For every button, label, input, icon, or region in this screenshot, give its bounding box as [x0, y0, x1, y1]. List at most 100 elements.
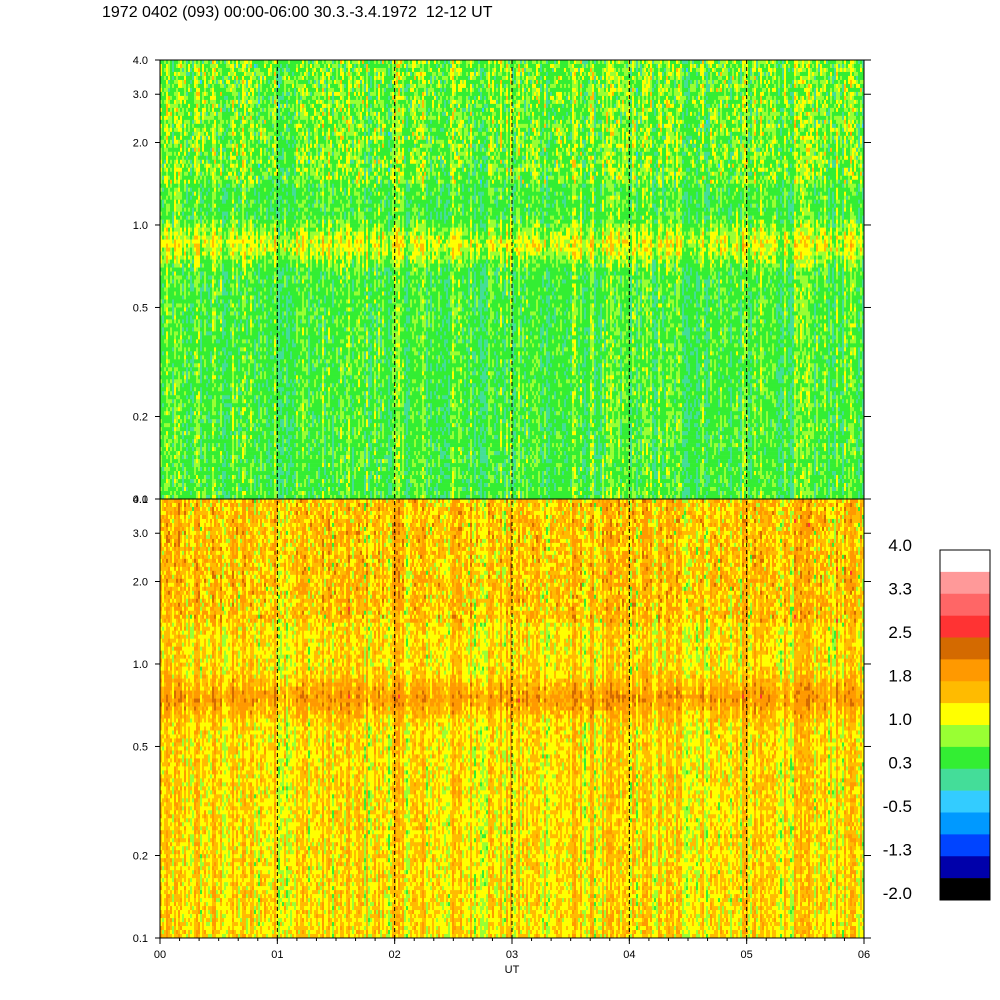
heatmap-cell	[522, 95, 525, 101]
heatmap-cell	[348, 103, 351, 109]
heatmap-cell	[660, 95, 667, 101]
heatmap-cell	[240, 127, 243, 133]
heatmap-cell	[594, 79, 597, 85]
heatmap-cell	[586, 87, 593, 93]
heatmap-cell	[676, 95, 681, 101]
heatmap-cell	[792, 131, 795, 137]
heatmap-cell	[648, 63, 651, 69]
heatmap-cell	[364, 115, 367, 121]
heatmap-cell	[468, 119, 471, 125]
heatmap-cell	[728, 103, 731, 109]
heatmap-cell	[272, 79, 275, 85]
heatmap-cell	[684, 115, 697, 121]
heatmap-cell	[752, 87, 755, 93]
heatmap-cell	[598, 87, 601, 93]
heatmap-cell	[768, 99, 771, 105]
heatmap-cell	[666, 111, 669, 117]
heatmap-cell	[190, 111, 193, 117]
heatmap-cell	[414, 131, 417, 137]
heatmap-cell	[168, 75, 171, 81]
heatmap-cell	[302, 99, 309, 105]
heatmap-cell	[366, 63, 369, 69]
heatmap-cell	[352, 83, 355, 89]
heatmap-cell	[592, 67, 595, 73]
heatmap-cell	[502, 87, 505, 93]
heatmap-cell	[696, 67, 701, 73]
heatmap-cell	[232, 99, 235, 105]
heatmap-cell	[710, 107, 713, 113]
heatmap-cell	[456, 115, 459, 121]
heatmap-cell	[776, 87, 779, 93]
heatmap-cell	[204, 71, 207, 77]
heatmap-cell	[228, 131, 233, 137]
heatmap-cell	[408, 67, 413, 73]
heatmap-cell	[770, 119, 775, 125]
heatmap-cell	[728, 60, 733, 65]
heatmap-cell	[284, 103, 287, 109]
heatmap-cell	[648, 131, 651, 137]
heatmap-cell	[222, 127, 225, 133]
heatmap-cell	[224, 131, 227, 137]
heatmap-cell	[338, 119, 341, 125]
heatmap-cell	[810, 95, 813, 101]
heatmap-cell	[606, 60, 609, 65]
heatmap-cell	[350, 75, 353, 81]
heatmap-cell	[478, 123, 481, 129]
heatmap-cell	[482, 75, 487, 81]
heatmap-cell	[340, 79, 343, 85]
heatmap-cell	[742, 95, 745, 101]
heatmap-cell	[248, 60, 251, 65]
heatmap-cell	[286, 127, 291, 133]
heatmap-cell	[258, 103, 261, 109]
heatmap-cell	[550, 79, 555, 85]
heatmap-cell	[460, 60, 463, 65]
heatmap-cell	[408, 95, 411, 101]
heatmap-cell	[198, 60, 201, 65]
heatmap-cell	[570, 60, 575, 65]
heatmap-cell	[278, 87, 285, 93]
heatmap-cell	[614, 79, 619, 85]
heatmap-cell	[516, 67, 519, 73]
heatmap-cell	[626, 119, 633, 125]
heatmap-cell	[732, 119, 735, 125]
heatmap-cell	[430, 63, 437, 69]
heatmap-cell	[278, 67, 281, 73]
heatmap-cell	[356, 135, 359, 141]
heatmap-cell	[726, 127, 729, 133]
heatmap-cell	[802, 63, 805, 69]
heatmap-cell	[438, 111, 441, 117]
heatmap-cell	[452, 107, 455, 113]
heatmap-cell	[490, 63, 495, 69]
heatmap-cell	[520, 135, 523, 141]
heatmap-cell	[754, 87, 757, 93]
heatmap-cell	[678, 123, 681, 129]
heatmap-cell	[634, 95, 639, 101]
heatmap-cell	[674, 103, 681, 109]
heatmap-cell	[422, 95, 425, 101]
heatmap-cell	[850, 103, 853, 109]
heatmap-cell	[654, 95, 657, 101]
heatmap-cell	[610, 79, 613, 85]
heatmap-cell	[208, 119, 211, 125]
heatmap-cell	[318, 119, 321, 125]
heatmap-cell	[290, 127, 297, 133]
heatmap-cell	[482, 131, 487, 137]
heatmap-cell	[642, 111, 645, 117]
heatmap-cell	[300, 63, 303, 69]
heatmap-cell	[536, 63, 541, 69]
heatmap-cell	[590, 135, 595, 141]
heatmap-cell	[812, 87, 815, 93]
heatmap-cell	[202, 127, 205, 133]
heatmap-cell	[656, 75, 659, 81]
heatmap-cell	[286, 75, 289, 81]
heatmap-cell	[624, 103, 631, 109]
heatmap-cell	[344, 67, 347, 73]
heatmap-cell	[336, 79, 341, 85]
heatmap-cell	[344, 131, 347, 137]
heatmap-cell	[566, 71, 569, 77]
heatmap-cell	[574, 111, 577, 117]
heatmap-cell	[228, 107, 231, 113]
heatmap-cell	[476, 95, 479, 101]
heatmap-cell	[340, 127, 343, 133]
heatmap-cell	[176, 71, 179, 77]
